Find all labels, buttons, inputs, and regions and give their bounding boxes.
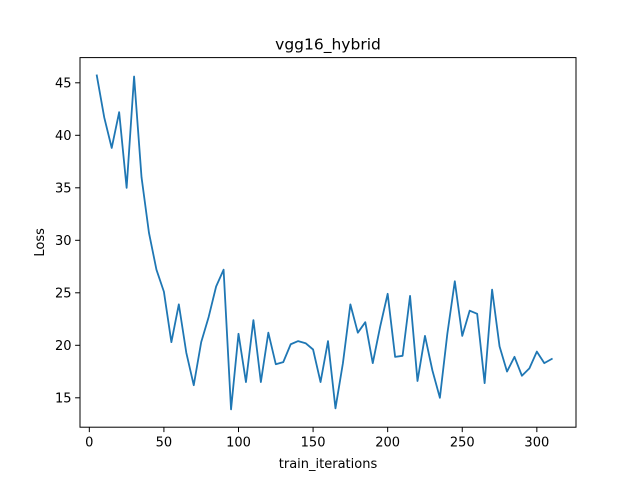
- x-tick-label: 200: [375, 436, 400, 451]
- y-tick-label: 25: [55, 286, 72, 301]
- y-tick-label: 30: [55, 234, 72, 249]
- x-tick-label: 0: [85, 436, 93, 451]
- loss-series-line: [95, 74, 553, 411]
- y-tick-label: 45: [55, 76, 72, 91]
- x-tick-label: 50: [156, 436, 173, 451]
- y-axis: 15 20 25 30 35 40 45: [55, 76, 80, 406]
- x-tick-label: 100: [226, 436, 251, 451]
- x-tick-label: 300: [524, 436, 549, 451]
- plot-area: [79, 57, 577, 428]
- y-tick-label: 40: [55, 129, 72, 144]
- y-tick-label: 15: [55, 391, 72, 406]
- x-tick-label: 150: [301, 436, 326, 451]
- x-axis: 0 50 100 150 200 250 300: [85, 427, 549, 451]
- chart-title: vgg16_hybrid: [275, 36, 381, 55]
- y-tick-label: 20: [55, 339, 72, 354]
- y-tick-label: 35: [55, 181, 72, 196]
- x-axis-title: train_iterations: [279, 457, 378, 472]
- y-axis-title: Loss: [33, 228, 48, 257]
- x-tick-label: 250: [450, 436, 475, 451]
